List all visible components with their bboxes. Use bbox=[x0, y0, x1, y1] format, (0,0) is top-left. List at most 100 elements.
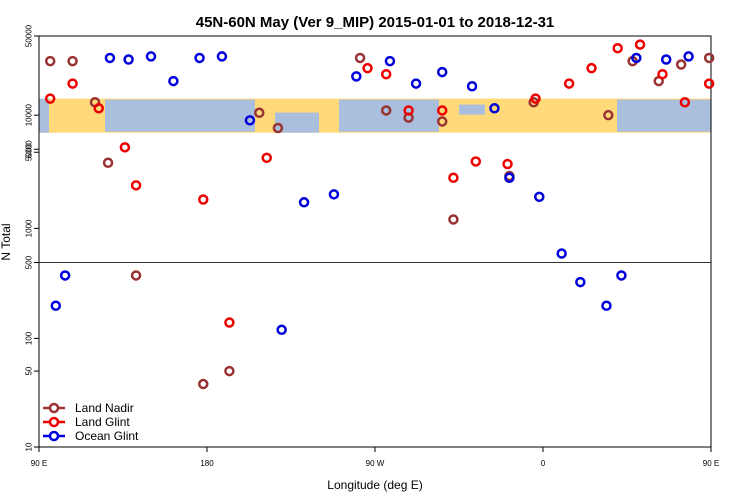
chart-title: 45N-60N May (Ver 9_MIP) 2015-01-01 to 20… bbox=[196, 14, 555, 31]
x-axis-label: Longitude (deg E) bbox=[327, 478, 422, 492]
data-point bbox=[216, 51, 228, 62]
data-point bbox=[502, 158, 513, 170]
data-points bbox=[44, 39, 715, 390]
data-point bbox=[530, 93, 541, 104]
data-point bbox=[563, 78, 575, 89]
data-point bbox=[603, 109, 614, 121]
data-point bbox=[224, 317, 235, 328]
data-point bbox=[683, 51, 694, 62]
data-point bbox=[403, 105, 414, 116]
map-band-ocean bbox=[617, 99, 711, 132]
data-point bbox=[130, 270, 142, 281]
legend-swatch-marker bbox=[48, 416, 60, 428]
data-point bbox=[351, 71, 362, 82]
data-point bbox=[448, 172, 459, 184]
data-point bbox=[616, 270, 627, 281]
legend-item: Land Nadir bbox=[43, 401, 134, 415]
data-point bbox=[675, 59, 687, 70]
data-point bbox=[489, 103, 500, 114]
data-point bbox=[145, 51, 157, 62]
data-point bbox=[556, 248, 567, 259]
data-point bbox=[168, 75, 179, 87]
data-point bbox=[703, 52, 715, 64]
data-point bbox=[448, 214, 459, 225]
data-point bbox=[660, 54, 672, 65]
legend-item: Ocean Glint bbox=[43, 429, 139, 443]
data-point bbox=[575, 276, 586, 288]
data-point bbox=[601, 300, 612, 311]
data-point bbox=[298, 197, 310, 208]
data-point bbox=[631, 52, 642, 64]
series-2 bbox=[50, 51, 694, 336]
data-point bbox=[384, 55, 396, 67]
y-tick-label: 10000 bbox=[25, 103, 34, 126]
data-point bbox=[123, 54, 134, 65]
y-tick-label: 10 bbox=[25, 442, 34, 451]
data-point bbox=[703, 78, 715, 89]
data-point bbox=[224, 365, 235, 377]
x-tick-label: 180 bbox=[200, 459, 214, 468]
y-tick-label: 500 bbox=[25, 255, 34, 269]
y-tick-label: 50 bbox=[25, 366, 34, 375]
map-band-ocean bbox=[275, 112, 319, 133]
data-point bbox=[119, 142, 131, 153]
data-point bbox=[261, 152, 272, 164]
data-point bbox=[354, 52, 366, 64]
data-point bbox=[679, 97, 691, 108]
data-point bbox=[102, 157, 114, 168]
legend-label: Land Glint bbox=[75, 415, 130, 429]
data-point bbox=[104, 52, 116, 64]
legend-swatch-marker bbox=[48, 402, 60, 414]
data-point bbox=[244, 115, 256, 126]
data-point bbox=[198, 194, 209, 205]
data-point bbox=[276, 324, 287, 336]
x-tick-label: 90 E bbox=[31, 459, 47, 468]
data-point bbox=[50, 300, 62, 311]
data-point bbox=[44, 93, 56, 104]
data-point bbox=[436, 116, 448, 127]
data-point bbox=[254, 107, 265, 119]
y-tick-label: 50000 bbox=[25, 24, 34, 47]
y-tick-label: 5000 bbox=[25, 140, 34, 158]
map-band-ocean bbox=[459, 104, 485, 115]
data-point bbox=[130, 180, 142, 191]
data-point bbox=[657, 68, 668, 80]
x-tick-label: 0 bbox=[541, 459, 546, 468]
y-tick-label: 1000 bbox=[25, 219, 34, 237]
data-point bbox=[612, 42, 623, 54]
data-point bbox=[634, 39, 646, 50]
data-point bbox=[410, 78, 422, 89]
data-point bbox=[194, 52, 205, 64]
plot-frame bbox=[38, 35, 712, 448]
data-point bbox=[272, 122, 284, 134]
legend-label: Land Nadir bbox=[75, 401, 134, 415]
data-point bbox=[44, 55, 56, 67]
data-point bbox=[466, 80, 478, 92]
legend-item: Land Glint bbox=[43, 415, 130, 429]
x-tick-label: 90 E bbox=[703, 459, 719, 468]
data-point bbox=[380, 68, 392, 80]
x-axis: 90 E 180 90 W 0 90 E bbox=[31, 447, 719, 468]
y-tick-label: 100 bbox=[25, 331, 34, 345]
data-point bbox=[328, 189, 340, 200]
data-point bbox=[586, 62, 597, 74]
data-point bbox=[362, 62, 373, 74]
data-point bbox=[93, 103, 104, 114]
series-1 bbox=[44, 39, 715, 328]
data-point bbox=[67, 55, 78, 67]
data-point bbox=[470, 156, 482, 167]
map-band bbox=[39, 98, 711, 133]
y-axis-label: N Total bbox=[0, 223, 13, 260]
data-point bbox=[380, 105, 392, 116]
map-band-ocean bbox=[339, 99, 439, 132]
legend-swatch-marker bbox=[48, 430, 60, 442]
y-tick-label: 5000 bbox=[25, 143, 34, 161]
x-tick-label: 90 W bbox=[366, 459, 385, 468]
map-band-ocean bbox=[39, 98, 49, 133]
data-point bbox=[436, 66, 448, 78]
data-point bbox=[198, 378, 209, 390]
data-point bbox=[67, 78, 78, 89]
